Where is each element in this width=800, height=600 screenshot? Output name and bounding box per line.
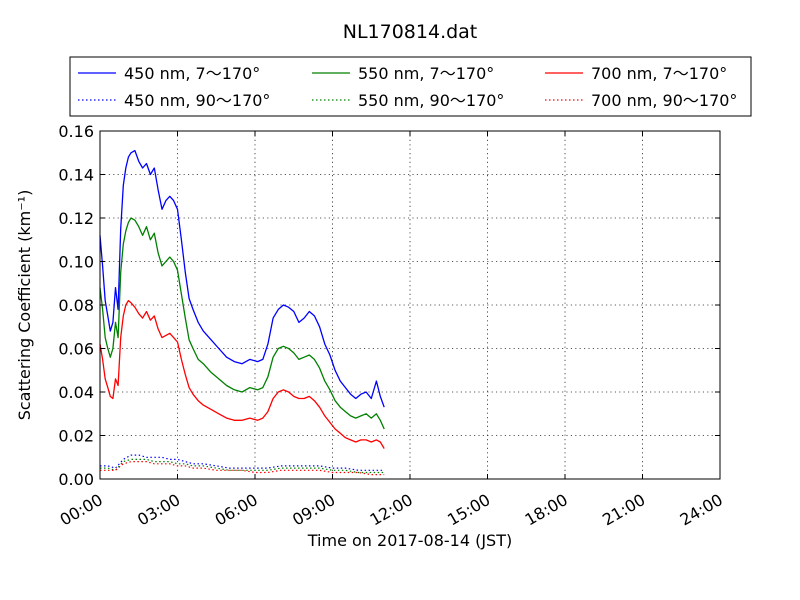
- x-tick-label: 09:00: [289, 490, 338, 530]
- y-tick-labels: 0.00 0.02 0.04 0.06 0.08 0.10 0.12 0.14 0.16: [58, 122, 94, 489]
- legend-label: 450 nm, 7～170°: [124, 64, 260, 83]
- legend: 450 nm, 7～170° 450 nm, 90～170° 550 nm, 7～1…: [69, 56, 752, 117]
- y-tick-label: 0.04: [58, 383, 94, 402]
- y-axis-label: Scattering Coefficient (km⁻¹): [15, 190, 34, 421]
- series-line-2: [99, 299, 385, 449]
- y-tick-label: 0.06: [58, 340, 94, 359]
- legend-frame: [69, 56, 752, 117]
- y-tick-label: 0.10: [58, 253, 94, 272]
- x-tick-label: 00:00: [57, 490, 106, 530]
- y-tick-label: 0.14: [58, 166, 94, 185]
- legend-label: 550 nm, 7～170°: [358, 64, 494, 83]
- chart-title: NL170814.dat: [343, 21, 478, 43]
- series-line-5: [100, 461, 385, 476]
- x-tick-label: 24:00: [677, 490, 726, 530]
- series-line-0: [99, 149, 385, 408]
- legend-label: 450 nm, 90～170°: [124, 91, 270, 110]
- x-tick-label: 15:00: [444, 490, 493, 530]
- y-tick-label: 0.08: [58, 296, 94, 315]
- y-tick-label: 0.12: [58, 209, 94, 228]
- series-line-4: [100, 458, 385, 474]
- x-tick-label: 21:00: [599, 490, 648, 530]
- y-tick-label: 0.16: [58, 122, 94, 141]
- x-tick-label: 18:00: [522, 490, 571, 530]
- series-line-1: [99, 217, 385, 430]
- x-axis-label: Time on 2017-08-14 (JST): [307, 531, 512, 550]
- y-tick-label: 0.00: [58, 470, 94, 489]
- legend-label: 700 nm, 90～170°: [591, 91, 737, 110]
- plot-series: [99, 149, 385, 476]
- series-line-3: [100, 454, 385, 471]
- x-tick-label: 06:00: [212, 490, 261, 530]
- y-tick-label: 0.02: [58, 427, 94, 446]
- axis-ticks: [99, 130, 721, 480]
- x-tick-labels: 00:00 03:00 06:00 09:00 12:00 15:00 18:00 21:00…: [57, 490, 726, 530]
- x-tick-label: 03:00: [134, 490, 183, 530]
- legend-label: 550 nm, 90～170°: [358, 91, 504, 110]
- grid: [99, 130, 721, 480]
- x-tick-label: 12:00: [367, 490, 416, 530]
- legend-label: 700 nm, 7～170°: [591, 64, 727, 83]
